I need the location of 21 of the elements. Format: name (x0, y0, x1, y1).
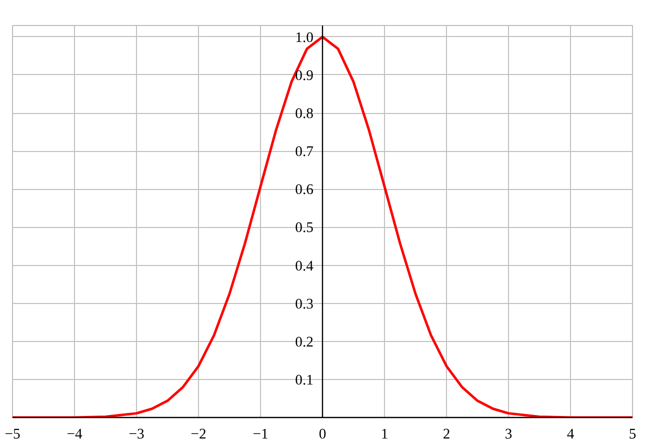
x-tick-label: 5 (628, 426, 636, 441)
x-tick-label: 0 (318, 426, 326, 441)
y-tick-label: 1.0 (295, 30, 314, 46)
y-tick-label: 0.5 (295, 220, 314, 236)
x-tick-label: −5 (4, 426, 20, 441)
x-tick-label: −1 (252, 426, 268, 441)
y-tick-label: 0.1 (295, 372, 314, 388)
x-tick-label: 3 (504, 426, 512, 441)
y-tick-label: 0.3 (295, 296, 314, 312)
x-tick-label: 2 (442, 426, 450, 441)
y-tick-label: 0.6 (295, 182, 314, 198)
x-tick-label: −2 (190, 426, 206, 441)
x-tick-label: 4 (566, 426, 575, 441)
y-tick-label: 0.4 (295, 258, 314, 274)
y-tick-label: 0.8 (295, 106, 314, 122)
y-tick-label: 0.7 (295, 144, 314, 160)
y-tick-label: 0.2 (295, 334, 314, 350)
x-tick-label: −4 (66, 426, 83, 441)
y-tick-label: 0.9 (295, 68, 314, 84)
x-tick-label: −3 (128, 426, 144, 441)
x-tick-label: 1 (380, 426, 388, 441)
